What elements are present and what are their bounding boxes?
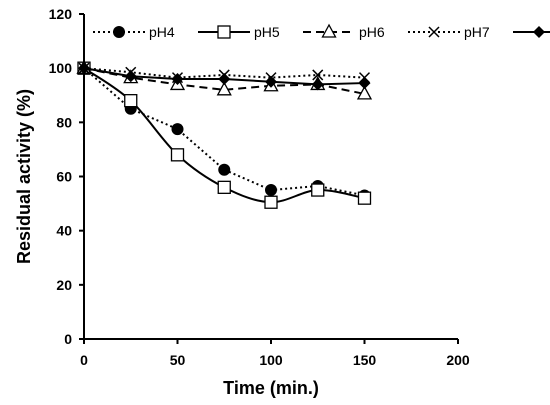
data-point bbox=[217, 180, 231, 194]
legend: pH4 pH5 pH6 pH7 pH8 bbox=[93, 23, 550, 40]
legend-item-ph6: pH6 bbox=[303, 23, 385, 40]
legend-marker bbox=[113, 26, 125, 38]
data-point bbox=[171, 73, 184, 85]
series-ph8 bbox=[78, 62, 371, 91]
series-ph5 bbox=[77, 61, 372, 209]
legend-label: pH6 bbox=[359, 24, 385, 40]
data-point bbox=[218, 73, 231, 85]
y-tick-label: 100 bbox=[49, 60, 73, 76]
legend-item-ph5: pH5 bbox=[198, 24, 280, 40]
series-group bbox=[76, 59, 373, 209]
x-tick-label: 100 bbox=[259, 352, 283, 368]
legend-label: pH4 bbox=[149, 24, 175, 40]
y-tick-label: 0 bbox=[64, 331, 72, 347]
data-point bbox=[170, 148, 185, 162]
y-tick-label: 20 bbox=[56, 277, 72, 293]
x-tick-label: 150 bbox=[353, 352, 377, 368]
y-tick-label: 80 bbox=[56, 114, 72, 130]
x-tick-label: 0 bbox=[80, 352, 88, 368]
y-tick-label: 120 bbox=[49, 6, 73, 22]
data-point bbox=[171, 123, 184, 136]
legend-item-ph4: pH4 bbox=[93, 24, 175, 40]
data-point bbox=[312, 69, 324, 81]
data-point bbox=[357, 191, 372, 205]
data-point bbox=[311, 78, 324, 91]
y-tick-label: 60 bbox=[56, 169, 72, 185]
data-point bbox=[358, 77, 371, 90]
legend-marker bbox=[217, 25, 231, 39]
x-axis-title: Time (min.) bbox=[223, 378, 319, 398]
data-point bbox=[218, 163, 231, 176]
legend-item-ph7: pH7 bbox=[408, 24, 490, 40]
data-point bbox=[265, 184, 277, 197]
data-point bbox=[124, 70, 137, 83]
data-point bbox=[265, 75, 277, 88]
data-point bbox=[216, 81, 232, 96]
y-tick-label: 40 bbox=[56, 223, 72, 239]
data-point bbox=[264, 195, 278, 209]
x-tick-label: 50 bbox=[170, 352, 186, 368]
data-point bbox=[78, 62, 90, 75]
legend-label: pH7 bbox=[464, 24, 490, 40]
axes bbox=[79, 13, 459, 344]
y-axis-title: Residual activity (%) bbox=[14, 89, 34, 264]
legend-marker bbox=[321, 23, 337, 38]
data-point bbox=[124, 94, 138, 108]
tick-labels: 0 20 40 60 80 100 120 0 50 100 150 200 bbox=[49, 6, 470, 368]
legend-marker bbox=[428, 26, 440, 38]
legend-item-ph8: pH8 bbox=[513, 26, 550, 38]
data-point bbox=[356, 85, 373, 100]
data-point bbox=[311, 183, 325, 197]
legend-label: pH5 bbox=[254, 24, 280, 40]
legend-marker bbox=[533, 26, 545, 38]
x-tick-label: 200 bbox=[446, 352, 470, 368]
